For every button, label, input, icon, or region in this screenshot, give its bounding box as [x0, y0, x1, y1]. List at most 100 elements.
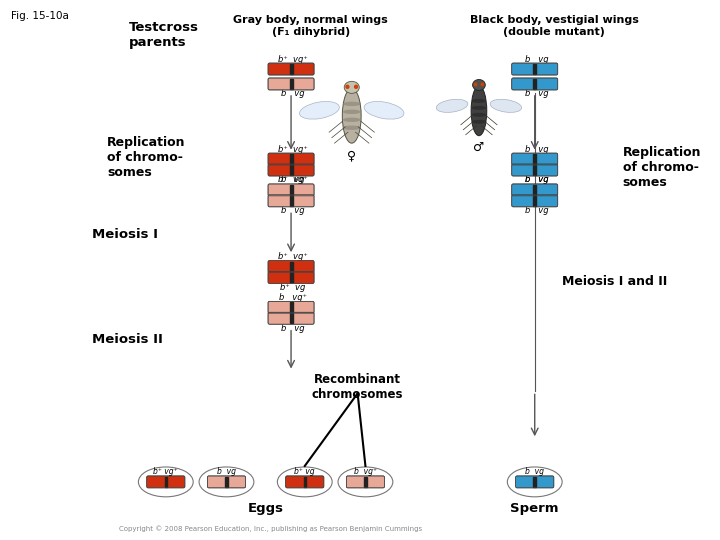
Text: Meiosis I and II: Meiosis I and II	[562, 275, 667, 288]
FancyBboxPatch shape	[512, 78, 558, 90]
Text: Meiosis I: Meiosis I	[92, 228, 158, 241]
Ellipse shape	[300, 102, 339, 119]
Text: b   vg: b vg	[282, 176, 305, 185]
Ellipse shape	[472, 79, 485, 90]
Ellipse shape	[277, 467, 332, 497]
Bar	[304, 477, 306, 487]
Ellipse shape	[199, 467, 254, 497]
Ellipse shape	[343, 102, 361, 106]
FancyBboxPatch shape	[516, 476, 554, 488]
Text: Gray body, normal wings
(F₁ dihybrid): Gray body, normal wings (F₁ dihybrid)	[233, 15, 388, 37]
Ellipse shape	[343, 125, 361, 130]
Text: b   vg⁺: b vg⁺	[279, 293, 307, 302]
Bar	[289, 165, 292, 175]
Ellipse shape	[344, 82, 359, 93]
Bar	[289, 302, 292, 312]
Text: b⁺  vg⁺: b⁺ vg⁺	[278, 252, 308, 261]
FancyBboxPatch shape	[268, 301, 314, 313]
Text: Replication
of chromo-
somes: Replication of chromo- somes	[623, 146, 701, 188]
FancyBboxPatch shape	[147, 476, 185, 488]
Bar	[165, 477, 167, 487]
Text: b  vg: b vg	[217, 468, 236, 476]
Text: Replication
of chromo-
somes: Replication of chromo- somes	[107, 136, 186, 179]
Bar	[289, 261, 292, 272]
Text: b⁺  vg⁺: b⁺ vg⁺	[278, 145, 308, 153]
Text: Meiosis II: Meiosis II	[92, 333, 163, 346]
FancyBboxPatch shape	[268, 153, 314, 165]
Ellipse shape	[354, 85, 358, 89]
Text: b   vg: b vg	[525, 90, 549, 98]
Text: b   vg: b vg	[525, 145, 549, 153]
Bar	[289, 64, 292, 74]
Bar	[534, 477, 536, 487]
Bar	[534, 154, 536, 164]
Ellipse shape	[342, 89, 361, 143]
Text: ♀: ♀	[347, 150, 356, 163]
FancyBboxPatch shape	[268, 312, 314, 324]
Text: b  vg: b vg	[525, 468, 544, 476]
Ellipse shape	[338, 467, 393, 497]
Bar	[534, 64, 536, 74]
Bar	[289, 196, 292, 206]
Ellipse shape	[480, 83, 485, 86]
Text: b  vg⁺: b vg⁺	[354, 468, 377, 476]
FancyBboxPatch shape	[207, 476, 246, 488]
Bar	[289, 185, 292, 195]
FancyBboxPatch shape	[268, 164, 314, 176]
Ellipse shape	[474, 83, 477, 86]
FancyBboxPatch shape	[512, 164, 558, 176]
Bar	[289, 154, 292, 164]
FancyBboxPatch shape	[346, 476, 384, 488]
FancyBboxPatch shape	[268, 272, 314, 284]
Text: Fig. 15-10a: Fig. 15-10a	[12, 11, 69, 22]
Bar	[534, 79, 536, 89]
Text: b⁺  vg⁺: b⁺ vg⁺	[278, 176, 308, 185]
FancyBboxPatch shape	[268, 78, 314, 90]
Bar	[364, 477, 366, 487]
Text: b   vg: b vg	[282, 206, 305, 215]
FancyBboxPatch shape	[512, 153, 558, 165]
Text: b   vg: b vg	[282, 90, 305, 98]
Ellipse shape	[343, 110, 361, 114]
Text: Eggs: Eggs	[248, 502, 284, 515]
Text: b   vg: b vg	[282, 323, 305, 333]
FancyBboxPatch shape	[268, 260, 314, 273]
Ellipse shape	[472, 106, 486, 110]
Text: b   vg: b vg	[525, 176, 549, 185]
Ellipse shape	[138, 467, 193, 497]
Text: Sperm: Sperm	[510, 502, 559, 515]
FancyBboxPatch shape	[512, 63, 558, 75]
Ellipse shape	[490, 99, 521, 112]
Text: b⁺ vg: b⁺ vg	[294, 468, 315, 476]
Ellipse shape	[508, 467, 562, 497]
Bar	[289, 273, 292, 282]
Bar	[534, 196, 536, 206]
Ellipse shape	[364, 102, 404, 119]
Bar	[225, 477, 228, 487]
FancyBboxPatch shape	[268, 63, 314, 75]
Bar	[534, 165, 536, 175]
Ellipse shape	[436, 99, 468, 112]
FancyBboxPatch shape	[268, 184, 314, 196]
FancyBboxPatch shape	[268, 195, 314, 207]
Ellipse shape	[472, 99, 486, 103]
Text: b   vg: b vg	[525, 176, 549, 185]
Ellipse shape	[343, 118, 361, 122]
Ellipse shape	[472, 120, 486, 124]
FancyBboxPatch shape	[512, 184, 558, 196]
Text: Black body, vestigial wings
(double mutant): Black body, vestigial wings (double muta…	[470, 15, 639, 37]
Ellipse shape	[346, 85, 350, 89]
Text: ♂: ♂	[473, 140, 485, 154]
Text: b   vg: b vg	[525, 206, 549, 215]
Text: b   vg: b vg	[525, 55, 549, 64]
Ellipse shape	[471, 86, 487, 136]
Text: Recombinant
chromosomes: Recombinant chromosomes	[312, 374, 403, 401]
Bar	[289, 79, 292, 89]
Text: Testcross
parents: Testcross parents	[129, 21, 199, 49]
Text: b⁺  vg⁺: b⁺ vg⁺	[278, 55, 308, 64]
Text: Copyright © 2008 Pearson Education, Inc., publishing as Pearson Benjamin Cumming: Copyright © 2008 Pearson Education, Inc.…	[119, 525, 422, 532]
FancyBboxPatch shape	[512, 195, 558, 207]
Text: b⁺  vg: b⁺ vg	[280, 283, 306, 292]
Bar	[289, 313, 292, 323]
Bar	[534, 185, 536, 195]
